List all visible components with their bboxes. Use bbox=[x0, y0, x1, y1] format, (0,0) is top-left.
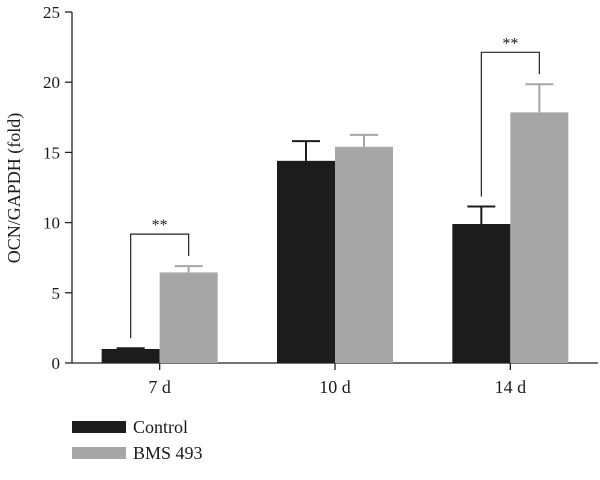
bar bbox=[277, 160, 335, 363]
y-tick-label: 15 bbox=[43, 143, 60, 162]
significance-label: ** bbox=[502, 35, 518, 52]
legend: Control BMS 493 bbox=[72, 417, 203, 463]
legend-label: BMS 493 bbox=[133, 443, 203, 463]
bar bbox=[159, 272, 218, 363]
y-tick-label: 10 bbox=[43, 214, 60, 233]
bar bbox=[335, 146, 393, 363]
y-axis-title: OCN/GAPDH (fold) bbox=[4, 113, 25, 264]
y-tick-label: 25 bbox=[43, 3, 60, 22]
x-tick-label: 7 d bbox=[148, 377, 171, 397]
legend-swatch bbox=[72, 447, 126, 459]
bar bbox=[101, 348, 160, 363]
bar bbox=[510, 112, 569, 363]
legend-swatch bbox=[72, 421, 126, 433]
legend-label: Control bbox=[133, 417, 188, 437]
x-tick-label: 10 d bbox=[319, 377, 351, 397]
bar-layer bbox=[101, 83, 569, 363]
y-tick-label: 0 bbox=[52, 354, 61, 373]
y-tick-label: 5 bbox=[52, 284, 61, 303]
significance-bracket bbox=[480, 51, 540, 197]
annotation-layer: ** ** bbox=[130, 35, 540, 339]
significance-bracket bbox=[130, 233, 190, 339]
significance-label: ** bbox=[152, 217, 168, 234]
bar bbox=[452, 224, 511, 363]
x-tick-label: 14 d bbox=[495, 377, 527, 397]
y-tick-label: 20 bbox=[43, 73, 60, 92]
